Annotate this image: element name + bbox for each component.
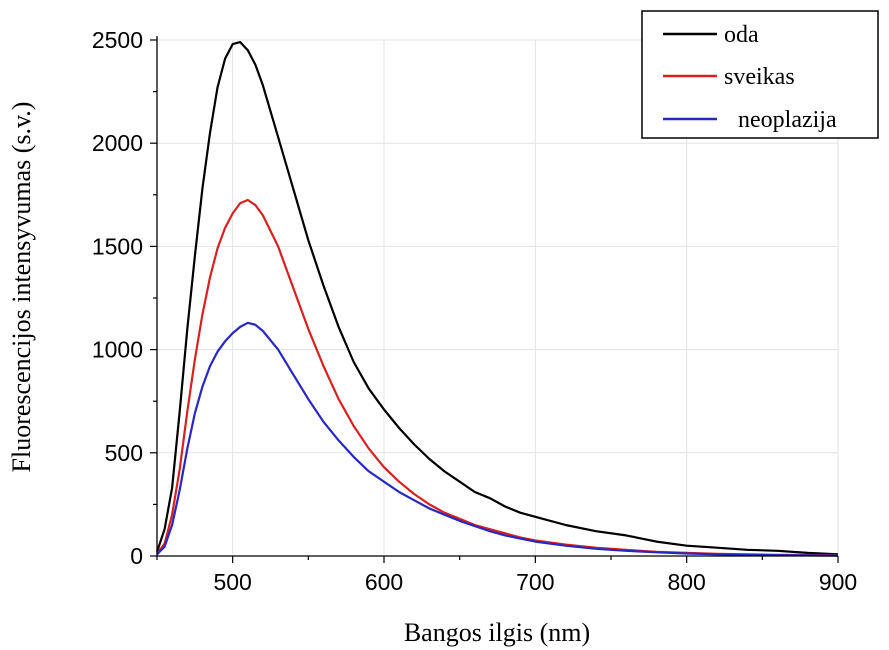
axes [150,36,839,563]
series-line-oda [155,40,839,556]
legend-item-sveikas: sveikas [663,64,795,90]
x-tick-label: 800 [667,569,705,595]
x-tick-label: 900 [819,569,857,595]
legend-item-neoplazija: neoplazija [663,107,837,133]
y-tick-label: 1000 [92,337,143,363]
y-tick-label: 500 [105,440,143,466]
x-tick-label: 600 [365,569,403,595]
legend: oda sveikas neoplazija [641,10,879,139]
y-axis-title: Fluorescencijos intensyvumas (s.v.) [7,102,36,473]
x-axis-title: Bangos ilgis (nm) [404,618,590,647]
y-tick-label: 0 [130,543,143,569]
legend-label-neoplazija: neoplazija [738,107,837,133]
tick-labels: 500 600 700 800 900 0 500 1000 1500 2000 2500 [92,27,857,595]
y-tick-label: 1500 [92,233,143,259]
x-tick-label: 500 [213,569,251,595]
legend-item-oda: oda [663,22,759,48]
y-tick-label: 2000 [92,130,143,156]
x-tick-label: 700 [516,569,554,595]
legend-label-oda: oda [724,22,759,48]
legend-box [641,10,879,139]
legend-label-sveikas: sveikas [724,64,795,90]
y-tick-label: 2500 [92,27,143,53]
series-lines [155,40,839,557]
series-line-neoplazija [156,321,839,557]
